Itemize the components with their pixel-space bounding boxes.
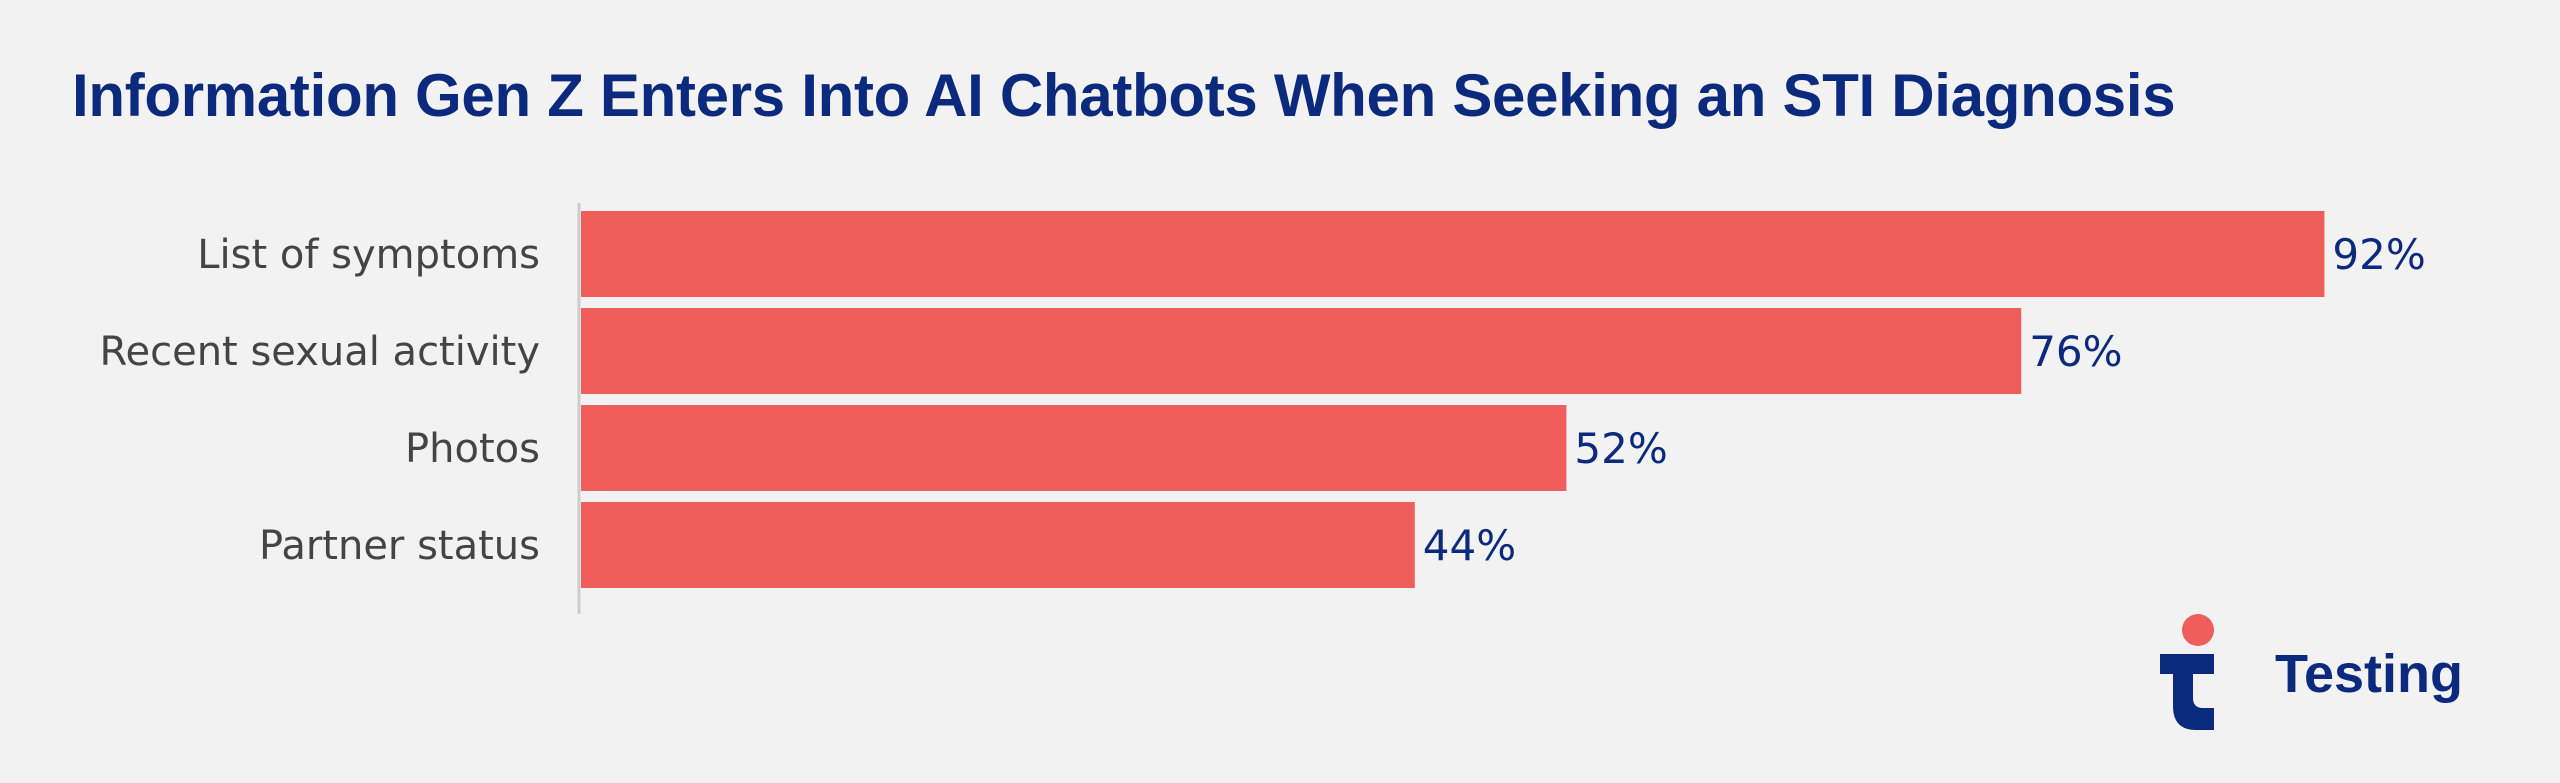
value-label: 92% [2332, 230, 2425, 279]
bar-list-of-symptoms [581, 211, 2325, 297]
category-label: Photos [405, 426, 540, 472]
value-label: 76% [2029, 327, 2122, 376]
category-label: Partner status [259, 523, 540, 569]
brand-name: Testing [2275, 644, 2463, 704]
bars-layer: List of symptoms 92% Recent sexual activit… [99, 211, 2426, 588]
category-label: Recent sexual activity [99, 329, 540, 375]
bar-recent-sexual-activity [581, 308, 2022, 394]
value-label: 52% [1574, 424, 1667, 473]
value-label: 44% [1423, 521, 1516, 570]
testing-logo-icon [2160, 614, 2214, 730]
category-label: List of symptoms [197, 232, 540, 278]
chart-title: Information Gen Z Enters Into AI Chatbot… [72, 62, 2176, 129]
bar-photos [581, 405, 1567, 491]
brand-logo: Testing [2160, 612, 2500, 732]
bar-partner-status [581, 502, 1415, 588]
